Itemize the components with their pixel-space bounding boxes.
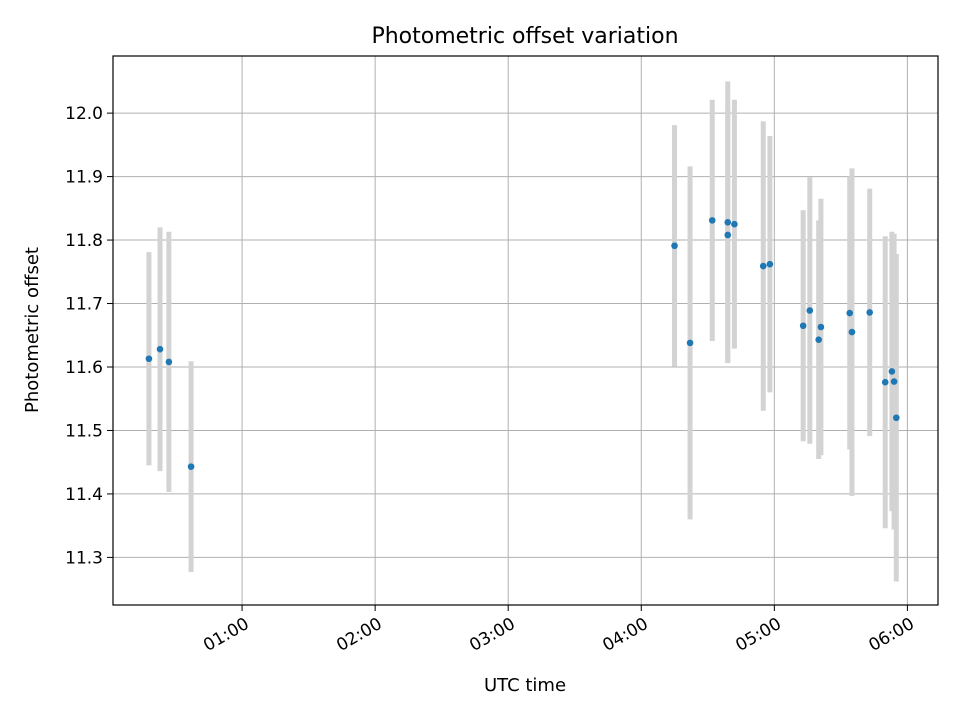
data-point xyxy=(731,220,738,228)
data-point xyxy=(724,218,732,226)
data-point xyxy=(890,378,898,385)
data-point xyxy=(881,378,889,386)
data-point xyxy=(759,262,767,270)
y-tick-label: 11.5 xyxy=(65,421,103,441)
data-point xyxy=(846,309,854,317)
data-point xyxy=(156,345,164,353)
plot-frame xyxy=(112,55,939,606)
grid xyxy=(113,56,938,605)
data-point xyxy=(806,307,814,314)
data-point xyxy=(893,414,900,422)
data-point xyxy=(145,355,153,363)
data-point xyxy=(866,309,873,316)
y-tick-label: 11.8 xyxy=(65,231,103,251)
data-point xyxy=(888,368,896,375)
data-point xyxy=(766,260,774,268)
data-point xyxy=(817,323,825,331)
y-tick-label: 11.6 xyxy=(65,358,103,378)
data-point xyxy=(848,328,856,336)
data-point xyxy=(708,217,716,224)
data-point xyxy=(724,231,732,239)
y-tick-label: 11.7 xyxy=(65,295,103,315)
y-tick-label: 12.0 xyxy=(65,104,103,124)
data-point xyxy=(187,463,195,470)
data-point xyxy=(815,336,822,344)
y-tick-label: 11.4 xyxy=(65,485,103,505)
data-point xyxy=(165,358,173,366)
data-points xyxy=(145,217,900,470)
y-tick-label: 11.3 xyxy=(65,548,103,568)
data-point xyxy=(799,322,807,330)
y-axis: 11.3 11.4 11.5 11.6 11.7 11.8 11.9 12.0 xyxy=(65,104,113,568)
chart-title: Photometric offset variation xyxy=(371,24,678,49)
y-tick-label: 11.9 xyxy=(65,168,103,188)
y-axis-label: Photometric offset xyxy=(22,247,43,413)
x-axis-label: UTC time xyxy=(484,675,566,696)
data-point xyxy=(686,339,694,347)
data-point xyxy=(671,242,678,250)
